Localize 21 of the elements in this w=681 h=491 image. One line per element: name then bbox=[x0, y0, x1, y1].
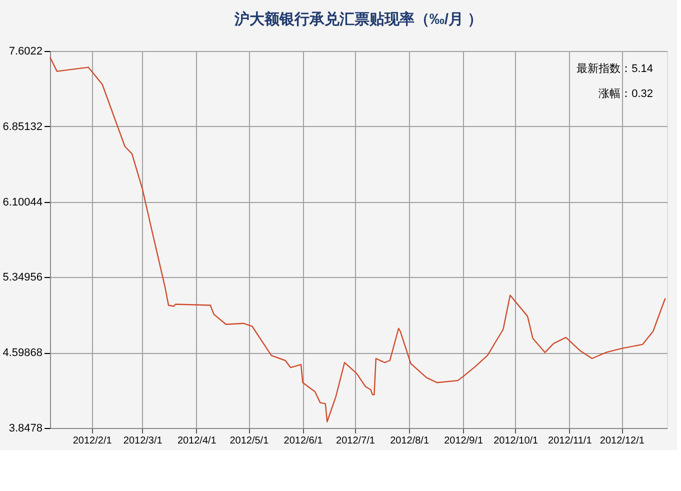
x-tick-label: 2012/11/1 bbox=[548, 436, 592, 446]
x-tick-label: 2012/3/1 bbox=[123, 436, 163, 446]
annotation: 最新指数：5.14 bbox=[576, 62, 653, 75]
y-tick-label: 7.6022 bbox=[8, 46, 42, 58]
x-tick-label: 2012/8/1 bbox=[390, 436, 430, 446]
x-tick-label: 2012/9/1 bbox=[444, 436, 484, 446]
y-tick-label: 6.85132 bbox=[2, 120, 42, 133]
x-tick-label: 2012/6/1 bbox=[284, 436, 324, 446]
y-tick-label: 5.34956 bbox=[2, 272, 42, 284]
x-tick-label: 2012/5/1 bbox=[230, 436, 270, 446]
x-tick-label: 2012/4/1 bbox=[177, 436, 217, 446]
y-tick-label: 6.10044 bbox=[2, 196, 42, 208]
x-tick-label: 2012/10/1 bbox=[494, 436, 539, 446]
x-tick-label: 2012/7/1 bbox=[336, 436, 376, 446]
chart-title: 沪大额银行承兑汇票贴现率（‰/月 ） bbox=[233, 10, 483, 28]
x-tick-label: 2012/12/1 bbox=[600, 436, 645, 446]
annotation: 涨幅：0.32 bbox=[598, 88, 653, 100]
y-tick-label: 3.8478 bbox=[8, 422, 42, 434]
y-tick-label: 4.59868 bbox=[2, 347, 42, 360]
line-series bbox=[49, 56, 666, 422]
x-tick-label: 2012/2/1 bbox=[72, 436, 112, 446]
